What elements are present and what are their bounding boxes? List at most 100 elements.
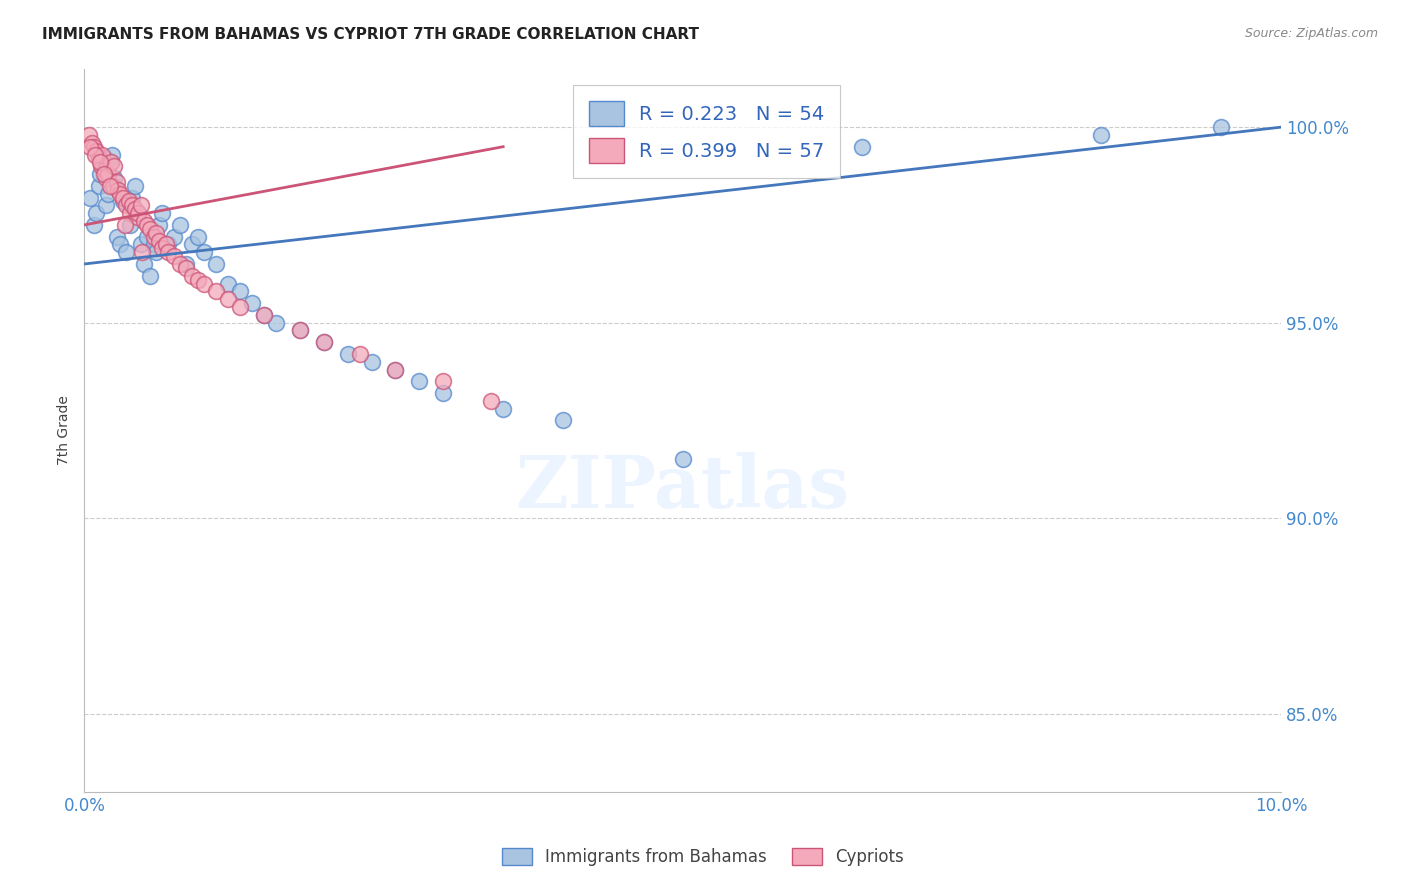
- Point: [264, 316, 287, 330]
- Point: [83, 218, 105, 232]
- Point: [134, 257, 156, 271]
- Point: [169, 218, 191, 232]
- Point: [240, 296, 263, 310]
- Point: [98, 178, 121, 193]
- Point: [672, 452, 695, 467]
- Point: [89, 155, 111, 169]
- Point: [118, 206, 141, 220]
- Point: [174, 260, 197, 275]
- Point: [253, 308, 276, 322]
- Point: [163, 229, 186, 244]
- Point: [193, 245, 215, 260]
- Point: [107, 183, 129, 197]
- Point: [851, 139, 873, 153]
- Point: [174, 257, 197, 271]
- Point: [94, 171, 117, 186]
- Point: [111, 194, 134, 209]
- Point: [79, 139, 101, 153]
- Point: [93, 163, 115, 178]
- Point: [114, 218, 136, 232]
- Point: [124, 202, 146, 217]
- Point: [181, 237, 204, 252]
- Point: [135, 218, 157, 232]
- Point: [84, 147, 107, 161]
- Point: [432, 374, 454, 388]
- Point: [187, 272, 209, 286]
- Point: [148, 234, 170, 248]
- Point: [80, 136, 103, 150]
- Point: [110, 186, 132, 201]
- Point: [181, 268, 204, 283]
- Point: [217, 277, 239, 291]
- Point: [145, 226, 167, 240]
- Text: IMMIGRANTS FROM BAHAMAS VS CYPRIOT 7TH GRADE CORRELATION CHART: IMMIGRANTS FROM BAHAMAS VS CYPRIOT 7TH G…: [42, 27, 699, 42]
- Point: [86, 206, 108, 220]
- Point: [125, 210, 148, 224]
- Point: [134, 214, 156, 228]
- Point: [117, 194, 139, 209]
- Point: [127, 206, 149, 220]
- Point: [492, 401, 515, 416]
- Point: [90, 159, 112, 173]
- Y-axis label: 7th Grade: 7th Grade: [58, 395, 72, 465]
- Point: [205, 257, 228, 271]
- Point: [118, 218, 141, 232]
- Text: Source: ZipAtlas.com: Source: ZipAtlas.com: [1244, 27, 1378, 40]
- Point: [169, 257, 191, 271]
- Point: [97, 167, 120, 181]
- Point: [131, 245, 153, 260]
- Point: [253, 308, 276, 322]
- Point: [551, 413, 574, 427]
- Point: [288, 323, 311, 337]
- Point: [432, 386, 454, 401]
- Point: [139, 221, 162, 235]
- Point: [100, 155, 122, 169]
- Point: [142, 237, 165, 252]
- Point: [336, 347, 359, 361]
- Point: [77, 128, 100, 142]
- Point: [150, 206, 173, 220]
- Point: [111, 190, 134, 204]
- Point: [139, 268, 162, 283]
- Point: [312, 335, 335, 350]
- Point: [93, 152, 115, 166]
- Point: [384, 362, 406, 376]
- Point: [105, 229, 128, 244]
- Point: [93, 167, 115, 181]
- Point: [97, 186, 120, 201]
- Point: [101, 147, 124, 161]
- Point: [86, 144, 108, 158]
- Point: [129, 198, 152, 212]
- Legend: Immigrants from Bahamas, Cypriots: Immigrants from Bahamas, Cypriots: [494, 840, 912, 875]
- Point: [91, 159, 114, 173]
- Point: [187, 229, 209, 244]
- Point: [87, 178, 110, 193]
- Point: [1090, 128, 1112, 142]
- Point: [312, 335, 335, 350]
- Point: [127, 206, 149, 220]
- Point: [163, 249, 186, 263]
- Point: [360, 354, 382, 368]
- Text: ZIPatlas: ZIPatlas: [516, 452, 849, 524]
- Point: [408, 374, 430, 388]
- Point: [129, 237, 152, 252]
- Point: [205, 285, 228, 299]
- Point: [384, 362, 406, 376]
- Point: [105, 175, 128, 189]
- Point: [110, 237, 132, 252]
- Point: [1211, 120, 1233, 135]
- Point: [145, 245, 167, 260]
- Point: [349, 347, 371, 361]
- Point: [101, 178, 124, 193]
- Point: [121, 198, 143, 212]
- Point: [87, 152, 110, 166]
- Point: [217, 292, 239, 306]
- Point: [100, 155, 122, 169]
- Point: [94, 198, 117, 212]
- Point: [142, 229, 165, 244]
- Point: [288, 323, 311, 337]
- Point: [157, 245, 180, 260]
- Point: [155, 237, 177, 252]
- Point: [103, 171, 125, 186]
- Point: [83, 139, 105, 153]
